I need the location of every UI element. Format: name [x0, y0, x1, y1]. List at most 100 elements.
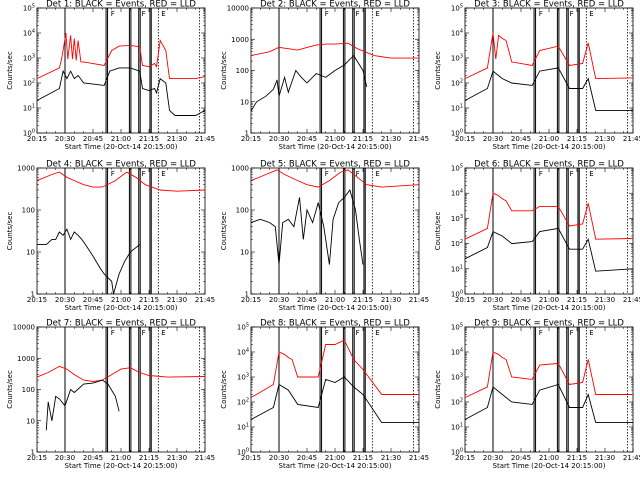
x-tick-label: 21:30	[381, 135, 401, 143]
event-marker-label: F	[539, 10, 543, 18]
y-tick-exponent: 1	[32, 104, 35, 110]
x-axis-label: Start Time (20-Oct-14 20:15:00)	[493, 462, 606, 470]
y-tick-label: 103	[451, 54, 463, 63]
y-tick-exponent: 5	[460, 323, 463, 329]
y-tick-label: 10000	[227, 5, 249, 13]
x-axis-label: Start Time (20-Oct-14 20:15:00)	[65, 143, 178, 151]
x-tick-label: 20:30	[269, 135, 289, 143]
x-tick-label: 20:30	[269, 296, 289, 304]
event-marker-label: E	[161, 10, 165, 18]
y-axis-label: Counts/sec	[220, 212, 228, 251]
y-tick-exponent: 0	[32, 129, 35, 135]
x-tick-label: 20:30	[269, 454, 289, 462]
y-tick-exponent: 0	[246, 448, 249, 454]
plot-frame	[36, 326, 206, 453]
x-tick-label: 20:45	[297, 135, 317, 143]
x-tick-label: 21:15	[353, 135, 373, 143]
event-marker-label: E	[589, 10, 593, 18]
x-tick-label: 21:15	[567, 135, 587, 143]
y-tick-exponent: 4	[460, 348, 463, 354]
x-tick-label: 20:15	[455, 454, 475, 462]
events-series-line	[464, 227, 634, 272]
events-series-line	[250, 54, 368, 112]
y-tick-exponent: 1	[460, 104, 463, 110]
y-tick-exponent: 2	[460, 79, 463, 85]
panel-title: Det 5: BLACK = Events, RED = LLD	[260, 160, 410, 170]
y-tick-label: 105	[451, 4, 463, 13]
x-tick-label: 21:00	[111, 135, 131, 143]
y-tick-label: 103	[237, 373, 249, 382]
x-tick-label: 21:00	[325, 135, 345, 143]
lld-series-line	[36, 32, 206, 80]
x-axis-label: Start Time (20-Oct-14 20:15:00)	[65, 462, 178, 470]
x-tick-label: 21:30	[381, 296, 401, 304]
y-tick-label: 1	[245, 291, 249, 299]
x-tick-label: 20:15	[27, 296, 47, 304]
x-tick-label: 21:15	[139, 454, 159, 462]
x-tick-label: 21:45	[195, 135, 215, 143]
y-tick-exponent: 3	[32, 54, 35, 60]
y-tick-label: 1000	[17, 165, 35, 173]
panel-7: Det 7: BLACK = Events, RED = LLD 20:15 20:…	[6, 319, 215, 471]
x-tick-label: 20:15	[27, 454, 47, 462]
y-tick-exponent: 5	[246, 323, 249, 329]
y-tick-label: 1	[245, 130, 249, 138]
x-tick-label: 20:30	[55, 135, 75, 143]
event-marker-label: F	[539, 329, 543, 337]
y-tick-label: 1	[31, 291, 35, 299]
x-tick-label: 21:00	[539, 296, 559, 304]
panel-4: Det 4: BLACK = Events, RED = LLD 20:15 20:…	[6, 160, 215, 313]
y-tick-label: 103	[23, 54, 35, 63]
y-axis-label: Counts/sec	[434, 51, 442, 90]
y-tick-label: 105	[237, 323, 249, 332]
y-tick-label: 10000	[13, 324, 35, 332]
x-tick-label: 21:00	[325, 296, 345, 304]
y-tick-exponent: 1	[460, 423, 463, 429]
x-tick-label: 21:15	[567, 454, 587, 462]
y-axis-label: Counts/sec	[6, 51, 14, 90]
y-tick-label: 1	[31, 449, 35, 457]
x-tick-label: 20:15	[241, 454, 261, 462]
lld-series-line	[250, 169, 420, 188]
y-tick-exponent: 3	[460, 373, 463, 379]
x-tick-label: 21:00	[539, 135, 559, 143]
y-tick-label: 100	[22, 207, 35, 215]
x-axis-label: Start Time (20-Oct-14 20:15:00)	[279, 143, 392, 151]
x-tick-label: 21:45	[623, 135, 640, 143]
x-axis-label: Start Time (20-Oct-14 20:15:00)	[279, 462, 392, 470]
y-tick-label: 1000	[17, 355, 35, 363]
x-tick-label: 20:30	[55, 296, 75, 304]
y-tick-label: 10	[240, 249, 249, 257]
y-tick-label: 102	[451, 79, 463, 88]
x-tick-label: 20:45	[83, 454, 103, 462]
y-tick-label: 100	[451, 448, 463, 457]
plot-frame	[464, 7, 634, 134]
y-tick-label: 100	[451, 290, 463, 299]
x-tick-label: 21:45	[409, 296, 429, 304]
y-tick-label: 10	[26, 417, 35, 425]
x-tick-label: 21:00	[325, 454, 345, 462]
y-tick-exponent: 3	[460, 214, 463, 220]
x-tick-label: 20:45	[511, 296, 531, 304]
y-tick-label: 105	[451, 323, 463, 332]
y-axis-label: Counts/sec	[220, 51, 228, 90]
x-tick-label: 21:00	[111, 454, 131, 462]
y-tick-label: 102	[451, 398, 463, 407]
x-tick-label: 21:30	[167, 454, 187, 462]
y-tick-label: 101	[451, 104, 463, 113]
y-tick-exponent: 0	[460, 290, 463, 296]
event-marker-label: E	[375, 329, 379, 337]
lld-series-line	[250, 42, 419, 59]
y-tick-exponent: 3	[246, 373, 249, 379]
y-tick-exponent: 5	[460, 164, 463, 170]
panel-1: Det 1: BLACK = Events, RED = LLD 20:15 20:…	[6, 0, 215, 151]
x-tick-label: 21:30	[595, 296, 615, 304]
x-axis-label: Start Time (20-Oct-14 20:15:00)	[279, 304, 392, 312]
x-tick-label: 21:30	[595, 135, 615, 143]
x-tick-label: 21:45	[623, 296, 640, 304]
panel-title: Det 8: BLACK = Events, RED = LLD	[260, 319, 410, 329]
panel-6: Det 6: BLACK = Events, RED = LLD 20:15 20:…	[434, 160, 640, 313]
y-tick-exponent: 3	[460, 54, 463, 60]
x-tick-label: 20:15	[455, 135, 475, 143]
